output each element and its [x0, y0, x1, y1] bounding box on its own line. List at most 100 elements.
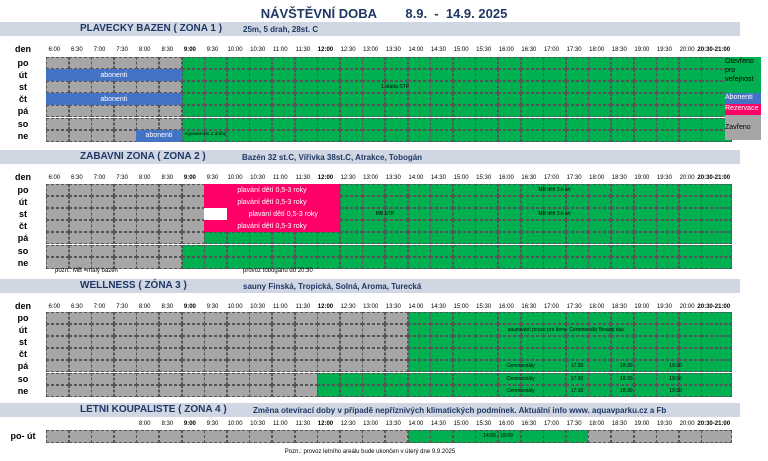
schedule-cell: [204, 360, 228, 373]
schedule-cell: [68, 430, 92, 443]
time-tick: 15:00: [453, 304, 469, 310]
time-tick: 14:00: [408, 47, 424, 53]
schedule-cell: [701, 184, 733, 197]
schedule-cell: [407, 430, 431, 443]
schedule-cell: [452, 312, 476, 325]
time-tick: 14:00: [408, 304, 424, 310]
schedule-cell: [159, 348, 183, 361]
schedule-cell: [430, 184, 454, 197]
schedule-cell: [430, 93, 454, 106]
schedule-cell: [159, 372, 183, 385]
schedule-cell: [498, 312, 522, 325]
schedule-cell: [294, 105, 318, 118]
schedule-cell: [498, 244, 522, 257]
schedule-cell: [588, 220, 612, 233]
schedule-cell: [249, 117, 273, 130]
schedule-cell: [339, 184, 363, 197]
schedule-cell: [430, 81, 454, 94]
schedule-cell: [678, 348, 702, 361]
schedule-cell: [656, 69, 680, 82]
zone2-subtitle: Bazén 32 st.C, Vířivka 38st.C, Atrakce, …: [242, 153, 423, 162]
schedule-cell: [611, 93, 635, 106]
time-tick: 11:00: [273, 47, 288, 53]
schedule-cell: [588, 105, 612, 118]
schedule-cell: [339, 93, 363, 106]
time-tick: 18:00: [589, 47, 605, 53]
time-tick: 7:30: [116, 304, 128, 310]
time-tick: 10:00: [227, 47, 243, 53]
schedule-cell: [588, 232, 612, 245]
schedule-cell: [339, 57, 363, 70]
time-tick: 19:00: [634, 421, 650, 427]
schedule-cell: [633, 430, 657, 443]
schedule-cell: [475, 57, 499, 70]
schedule-cell: [430, 348, 454, 361]
schedule-cell: [520, 93, 544, 106]
schedule-cell: [385, 324, 409, 337]
schedule-cell: [565, 244, 589, 257]
schedule-cell: [701, 372, 733, 385]
schedule-cell: [159, 430, 183, 443]
schedule-cell: [565, 129, 589, 142]
schedule-cell: [520, 208, 544, 221]
schedule-cell: [181, 232, 205, 245]
schedule-cell: [611, 184, 635, 197]
schedule-cell: [136, 117, 160, 130]
schedule-cell: [46, 384, 70, 397]
time-tick: 20:00: [679, 47, 695, 53]
schedule-cell: [385, 384, 409, 397]
ceremony-time: 17:30: [570, 387, 584, 394]
time-tick: 12:00: [317, 175, 334, 181]
schedule-cell: [430, 372, 454, 385]
time-tick: 16:00: [498, 304, 514, 310]
schedule-cell: [565, 208, 589, 221]
schedule-cell: [136, 244, 160, 257]
schedule-cell: [204, 69, 228, 82]
schedule-cell: [181, 196, 205, 209]
schedule-cell: [407, 129, 431, 142]
schedule-cell: [68, 360, 92, 373]
day-label-4: pá: [17, 106, 29, 117]
schedule-cell: [294, 129, 318, 142]
schedule-cell: [159, 184, 183, 197]
schedule-cell: [452, 81, 476, 94]
schedule-cell: [204, 93, 228, 106]
schedule-cell: [339, 232, 363, 245]
schedule-cell: [46, 105, 70, 118]
day-label-4: pá: [17, 361, 29, 372]
schedule-cell: [249, 312, 273, 325]
schedule-cell: [543, 69, 567, 82]
schedule-cell: [46, 220, 70, 233]
schedule-cell: [475, 256, 499, 269]
schedule-cell: [362, 184, 386, 197]
schedule-cell: [520, 69, 544, 82]
schedule-cell: [430, 430, 454, 443]
schedule-cell: [91, 336, 115, 349]
schedule-cell: [136, 81, 160, 94]
schedule-cell: [339, 384, 363, 397]
schedule-cell: [362, 312, 386, 325]
schedule-cell: [678, 430, 702, 443]
time-tick: 19:30: [656, 421, 672, 427]
ceremony-note: Ceremoniály: [506, 375, 535, 382]
schedule-cell: [46, 129, 70, 142]
schedule-cell: [362, 256, 386, 269]
time-tick: 6:00: [48, 304, 61, 310]
time-tick: 7:00: [93, 304, 106, 310]
schedule-cell: [294, 57, 318, 70]
day-label-3: čt: [18, 349, 27, 360]
schedule-cell: [407, 336, 431, 349]
schedule-cell: [136, 360, 160, 373]
schedule-cell: [520, 57, 544, 70]
schedule-cell: [520, 184, 544, 197]
time-tick: 8:30: [161, 421, 174, 427]
schedule-cell: [113, 256, 137, 269]
schedule-cell: [294, 232, 318, 245]
schedule-cell: [249, 81, 273, 94]
schedule-cell: [678, 93, 702, 106]
schedule-cell: [678, 232, 702, 245]
schedule-cell: [452, 69, 476, 82]
schedule-cell: [226, 81, 250, 94]
schedule-cell: [249, 232, 273, 245]
schedule-cell: [226, 360, 250, 373]
